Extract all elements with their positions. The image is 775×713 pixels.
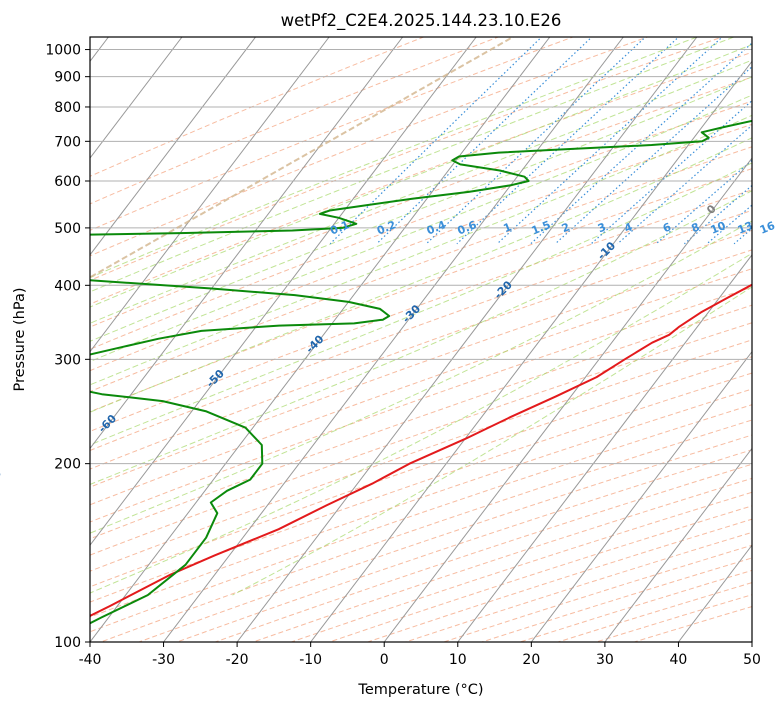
x-tick-label: 20 — [522, 652, 540, 668]
y-tick-label: 500 — [54, 221, 81, 237]
plot-area — [90, 37, 752, 642]
isotherm-label: -70 — [0, 467, 4, 490]
mixing-ratio-label: 16 — [758, 219, 775, 237]
x-tick-label: -40 — [79, 652, 102, 668]
chart-title: wetPf2_C2E4.2025.144.23.10.E26 — [281, 11, 562, 31]
x-tick-label: 40 — [670, 652, 688, 668]
y-tick-label: 700 — [54, 134, 81, 150]
y-tick-label: 100 — [54, 635, 81, 651]
y-tick-label: 300 — [54, 352, 81, 368]
y-tick-label: 1000 — [45, 43, 81, 59]
x-tick-label: -10 — [299, 652, 322, 668]
x-axis-title: Temperature (°C) — [357, 682, 483, 698]
y-tick-label: 600 — [54, 174, 81, 190]
isotherm-line — [752, 37, 775, 642]
y-tick-label: 800 — [54, 100, 81, 116]
mixing-ratio-line — [756, 25, 775, 244]
y-tick-label: 900 — [54, 70, 81, 86]
x-tick-label: -20 — [226, 652, 249, 668]
y-tick-label: 400 — [54, 278, 81, 294]
x-tick-label: 0 — [380, 652, 389, 668]
x-tick-label: 10 — [449, 652, 467, 668]
x-tick-label: 50 — [743, 652, 761, 668]
x-axis-ticks: -40 -30 -20 -10 0 10 20 30 40 50 — [79, 642, 761, 668]
x-tick-label: 30 — [596, 652, 614, 668]
y-axis-title: Pressure (hPa) — [12, 287, 28, 391]
y-axis-ticks: 100 200 300 400 500 600 700 800 900 1000 — [45, 43, 90, 651]
x-tick-label: -30 — [152, 652, 175, 668]
y-tick-label: 200 — [54, 457, 81, 473]
